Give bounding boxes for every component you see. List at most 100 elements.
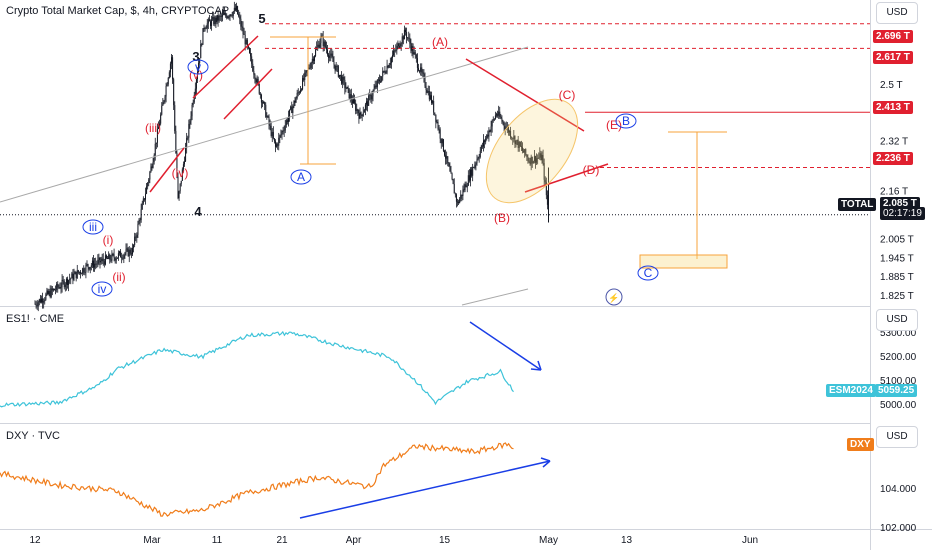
candle-body [285,120,287,125]
candle-body [308,67,310,69]
wave-label: A [297,170,305,184]
candle-body [459,198,461,204]
main-currency-button[interactable]: USD [876,2,918,24]
candle-body [224,13,226,15]
dxy-y-tick-label: 102.000 [880,523,917,534]
candle-body [513,136,515,140]
candle-body [237,6,239,14]
candle-body [156,128,158,143]
candle-body [426,89,428,93]
candle-body [152,161,154,168]
wave-label: (D) [583,163,600,177]
target-zone-box [639,254,728,269]
candle-body [271,132,273,137]
candle-body [143,198,145,200]
candle-body [355,103,357,111]
candle-body [480,145,482,151]
candle-body [133,245,135,248]
wave-label: 4 [194,204,202,219]
candle-body [390,57,392,63]
candle-body [322,36,324,47]
dxy-currency-button[interactable]: USD [876,426,918,448]
wave5-channel-lower [223,68,273,120]
candle-body [60,287,62,289]
candle-body [94,263,96,268]
candle-body [279,135,281,138]
candle-body [187,137,189,139]
candle-body [533,156,535,162]
candle-body [65,278,67,285]
candle-body [466,185,468,188]
wave5-channel-upper [192,35,259,99]
candle-body [500,116,502,119]
candle-body [470,169,471,181]
candle-body [475,163,477,165]
candle-body [368,95,370,106]
candle-body [169,63,171,73]
candle-body [295,98,297,103]
candle-body [227,16,229,18]
candle-body [211,19,213,26]
candle-body [361,114,363,116]
candle-body [310,62,312,68]
candle-body [251,56,253,64]
es-last-value-tag: 5059.25 [875,384,918,397]
wave-label: (v) [189,68,203,82]
candle-body [488,130,490,137]
wave-label: iii [89,220,97,234]
candle-body [240,18,242,27]
candle-body [408,37,410,39]
candle-body [486,134,488,139]
candle-body [182,164,184,170]
candle-body [292,106,294,113]
x-tick-label: Mar [143,535,161,546]
candle-body [464,184,466,190]
candle-body [98,257,100,260]
wave-label-circle [187,59,209,75]
candle-body [47,290,49,294]
candle-body [380,81,382,83]
candle-body [223,14,224,16]
candle-body [432,101,434,103]
highlight-ellipse [485,98,579,204]
candle-body [269,124,271,126]
candle-body [203,28,205,29]
candle-body [57,283,59,288]
wave-label: 3 [192,49,199,64]
candle-body [463,189,465,191]
candle-body [375,85,377,88]
candle-body [89,267,91,270]
candle-body [277,144,279,146]
candle-body [165,86,167,97]
candle-body [110,259,112,261]
candle-body [167,77,169,85]
candle-body [487,134,489,137]
candle-body [253,71,255,75]
candle-body [42,298,44,303]
candle-body [393,50,395,56]
total-last-value-tag: 2.085 T [880,197,920,210]
x-tick-label: 15 [439,535,451,546]
candle-body [160,114,162,124]
candle-body [139,219,141,221]
candle-body [88,267,90,270]
candle-body [429,95,431,100]
candle-body [362,112,364,116]
candle-body [219,15,221,17]
candle-body [55,289,57,291]
candle-body [186,137,188,148]
candle-body [341,75,343,84]
candle-body [76,270,78,279]
candle-body [462,189,464,196]
es-symbol-tag: ESM2024 [826,384,876,397]
candle-body [394,50,396,52]
candle-body [264,101,266,105]
candle-body [280,134,282,136]
candle-body [281,131,283,135]
candle-body [503,122,505,127]
es-currency-button[interactable]: USD [876,309,918,331]
candle-body [119,251,120,254]
candle-body [455,194,457,202]
candle-body [69,279,71,281]
